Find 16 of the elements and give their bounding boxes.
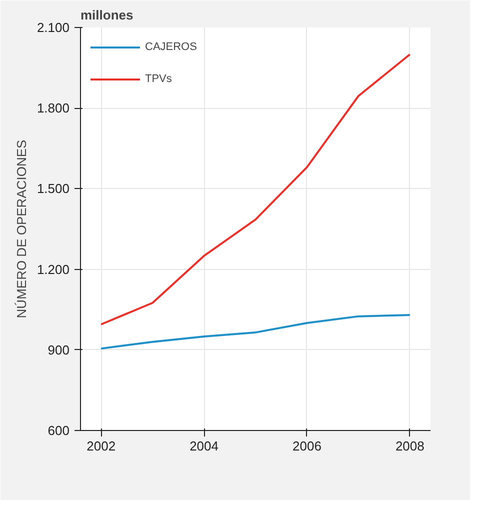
y-axis-title: NÚMERO DE OPERACIONES [14,139,29,318]
legend-label: CAJEROS [145,41,197,53]
legend-label: TPVs [145,73,172,85]
x-tick-label: 2006 [292,438,322,454]
y-tick-label: 600 [48,423,70,438]
line-series [100,53,411,326]
y-tick-label: 1.500 [36,181,70,196]
y-tick-label: 900 [48,342,70,358]
x-tick-label: 2008 [395,438,424,454]
y-tick-label: 1.200 [36,262,70,277]
text: millones [80,8,134,22]
x-tick-label: 2004 [190,438,218,454]
x-tick-label: 2002 [86,438,116,454]
y-tick-label: 2.100 [36,20,70,35]
y-tick-label: 1.800 [36,100,70,116]
line-series [100,314,411,350]
